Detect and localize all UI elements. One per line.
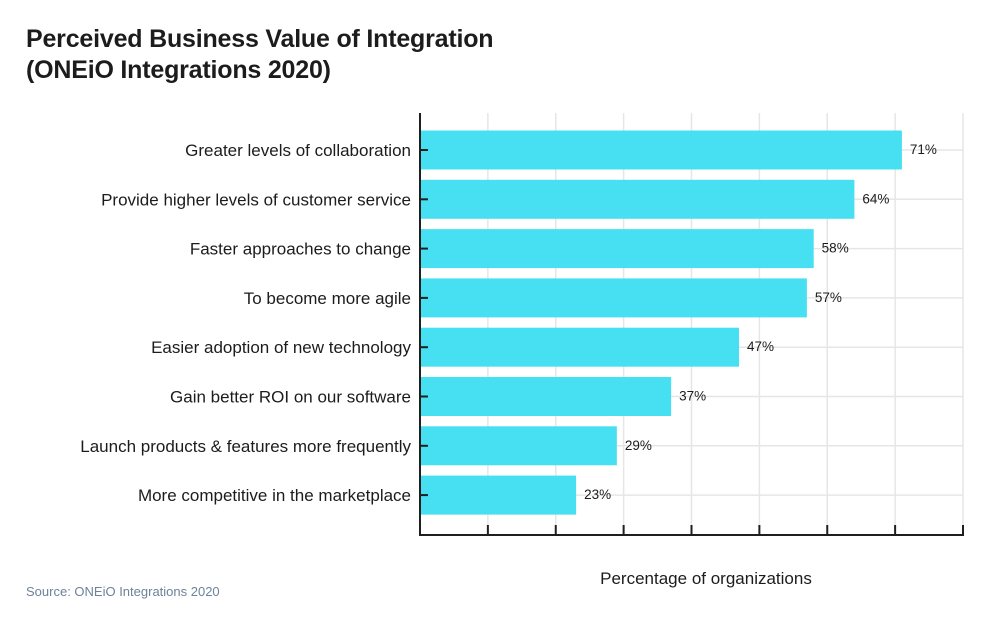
category-label: Greater levels of collaboration xyxy=(185,141,411,160)
source-note: Source: ONEiO Integrations 2020 xyxy=(26,584,220,599)
value-label: 58% xyxy=(822,241,849,256)
value-labels: 71% 64% 58% 57% 47% 37% 29% 23% xyxy=(584,142,937,502)
bar xyxy=(421,278,807,318)
value-label: 71% xyxy=(910,142,937,157)
value-label: 23% xyxy=(584,487,611,502)
bar xyxy=(421,130,902,170)
category-label: More competitive in the marketplace xyxy=(138,486,411,505)
category-label: Faster approaches to change xyxy=(190,240,411,259)
category-label: Launch products & features more frequent… xyxy=(80,437,411,456)
chart-title-line-2: (ONEiO Integrations 2020) xyxy=(26,56,331,84)
value-label: 57% xyxy=(815,290,842,305)
value-label: 37% xyxy=(679,389,706,404)
grid-lines xyxy=(420,113,964,535)
bar xyxy=(421,426,617,466)
x-axis-title: Percentage of organizations xyxy=(600,569,812,588)
bar xyxy=(421,475,577,515)
category-labels: Greater levels of collaboration Provide h… xyxy=(80,141,411,505)
bars xyxy=(421,130,902,515)
bar xyxy=(421,377,672,416)
chart-title-line-1: Perceived Business Value of Integration xyxy=(26,25,494,53)
category-label: To become more agile xyxy=(244,289,411,308)
bar xyxy=(421,229,814,269)
value-label: 29% xyxy=(625,438,652,453)
bar xyxy=(421,327,740,367)
category-label: Gain better ROI on our software xyxy=(170,388,411,407)
chart-title: Perceived Business Value of Integration … xyxy=(26,24,494,86)
category-label: Easier adoption of new technology xyxy=(151,338,411,357)
category-label: Provide higher levels of customer servic… xyxy=(101,190,411,209)
axes xyxy=(419,113,964,536)
value-label: 47% xyxy=(747,339,774,354)
bar xyxy=(421,179,855,219)
value-label: 64% xyxy=(862,191,889,206)
